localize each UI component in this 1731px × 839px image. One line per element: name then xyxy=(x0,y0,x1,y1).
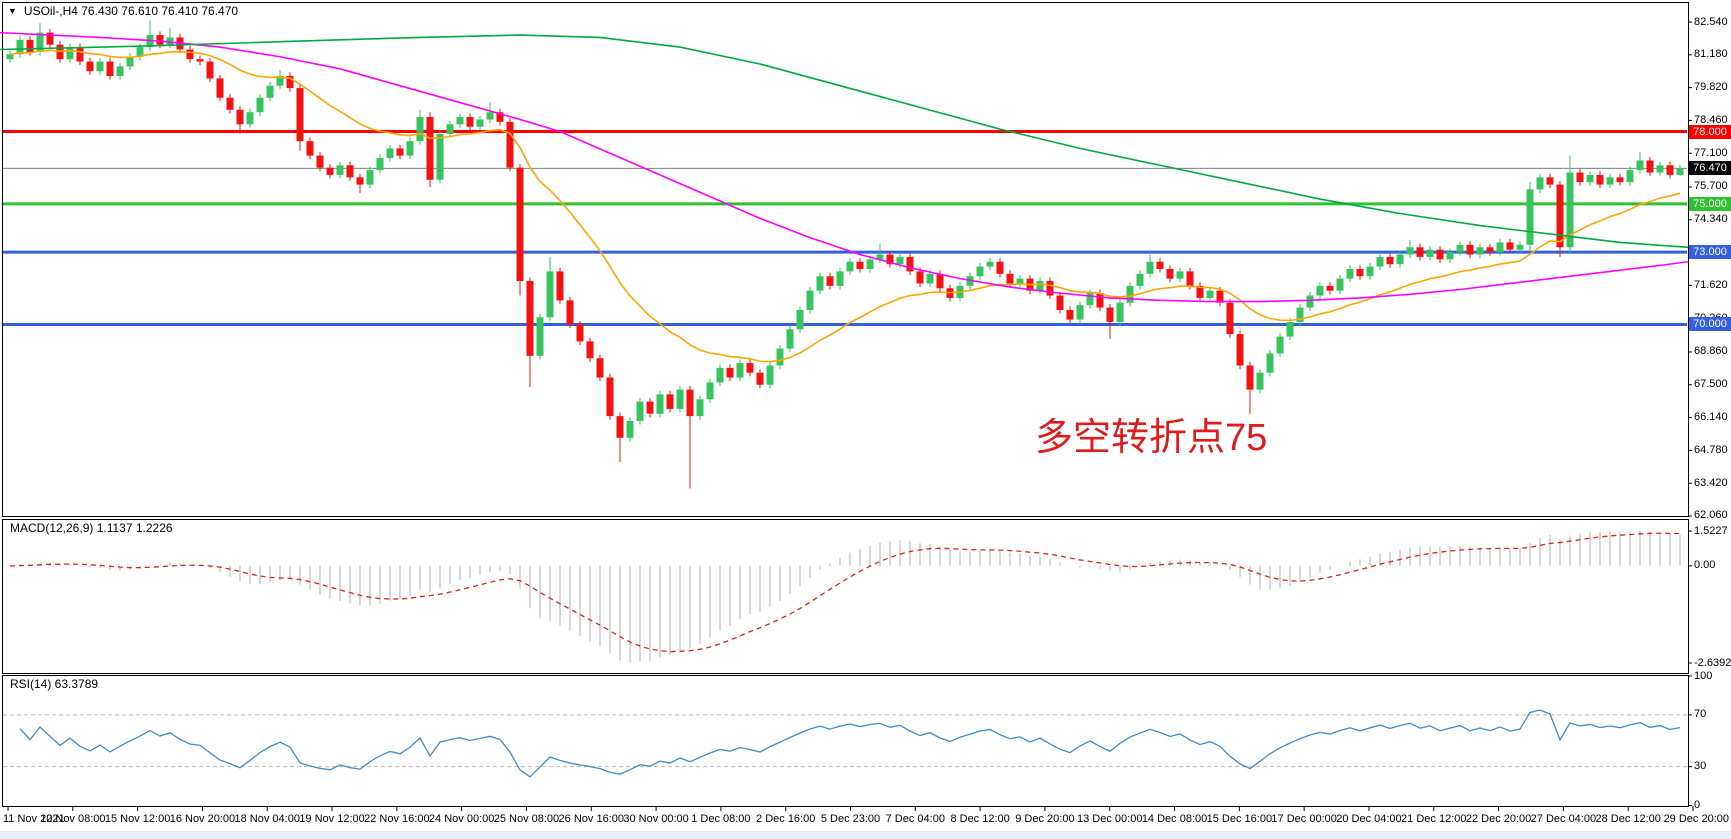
price-badge: 76.470 xyxy=(1689,161,1731,176)
time-axis-label: 15 Dec 16:00 xyxy=(1206,813,1273,825)
time-axis-label: 19 Nov 12:00 xyxy=(299,813,365,825)
price-axis-label: 82.540 xyxy=(1694,15,1728,28)
time-axis-label: 22 Nov 16:00 xyxy=(364,813,430,825)
time-axis-label: 27 Dec 04:00 xyxy=(1530,813,1597,825)
time-axis-label: 14 Dec 08:00 xyxy=(1141,813,1208,825)
time-axis-label: 22 Dec 20:00 xyxy=(1465,813,1532,825)
price-axis-label: 75.700 xyxy=(1694,180,1728,193)
time-axis-label: 15 Nov 12:00 xyxy=(104,813,171,825)
price-axis-label: 78.460 xyxy=(1694,113,1728,126)
time-axis-label: 16 Nov 20:00 xyxy=(169,813,236,825)
price-axis-label: 64.780 xyxy=(1694,443,1728,456)
time-axis-label: 2 Dec 16:00 xyxy=(756,813,816,825)
time-axis-label: 12 Nov 08:00 xyxy=(40,813,106,825)
time-axis-label: 5 Dec 23:00 xyxy=(820,813,881,825)
main-chart-panel[interactable] xyxy=(2,2,1688,516)
time-axis-label: 28 Dec 12:00 xyxy=(1595,813,1661,825)
time-axis-label: 9 Dec 20:00 xyxy=(1015,813,1075,825)
time-axis-label: 13 Dec 00:00 xyxy=(1077,813,1143,825)
price-axis-label: 62.060 xyxy=(1694,509,1728,522)
time-axis-label: 17 Dec 00:00 xyxy=(1271,813,1337,825)
price-axis-label: 77.100 xyxy=(1694,146,1728,159)
price-badge: 70.000 xyxy=(1689,317,1731,332)
price-axis-label: 74.340 xyxy=(1694,213,1728,226)
price-axis-label: 81.180 xyxy=(1694,48,1728,61)
price-badge: 75.000 xyxy=(1689,196,1731,211)
macd-axis-label: 1.5227 xyxy=(1694,524,1728,537)
price-axis-label: 63.420 xyxy=(1694,476,1728,489)
symbol-title: USOil-,H4 76.430 76.610 76.410 76.470 xyxy=(23,4,239,18)
time-axis-label: 1 Dec 08:00 xyxy=(691,813,751,825)
time-axis-label: 7 Dec 04:00 xyxy=(885,813,945,825)
rsi-axis-label: 30 xyxy=(1694,760,1707,773)
rsi-axis-label: 70 xyxy=(1694,708,1707,721)
time-axis-label: 8 Dec 12:00 xyxy=(950,813,1010,825)
macd-panel[interactable] xyxy=(2,519,1688,673)
price-axis-label: 79.820 xyxy=(1694,81,1728,94)
macd-indicator-label: MACD(12,26,9) 1.1137 1.2226 xyxy=(10,521,173,535)
price-axis-label: 68.860 xyxy=(1694,345,1728,358)
time-axis-label: 29 Dec 20:00 xyxy=(1663,813,1729,825)
annotation-text: 多空转折点75 xyxy=(1035,417,1268,459)
time-axis-label: 26 Nov 16:00 xyxy=(558,813,624,825)
time-axis-label: 20 Dec 04:00 xyxy=(1336,813,1402,825)
price-axis-label: 67.500 xyxy=(1694,378,1728,391)
time-axis-label: 21 Dec 12:00 xyxy=(1401,813,1467,825)
time-axis-label: 11 Nov 2021 xyxy=(3,813,65,825)
macd-axis-label: 0.00 xyxy=(1694,559,1716,572)
macd-axis-label: -2.6392 xyxy=(1694,656,1731,669)
time-axis-label: 25 Nov 08:00 xyxy=(493,813,560,825)
rsi-panel[interactable] xyxy=(2,675,1688,806)
rsi-axis-label: 0 xyxy=(1694,799,1701,811)
rsi-axis-label: 100 xyxy=(1694,669,1713,682)
price-badge: 73.000 xyxy=(1689,245,1731,260)
time-axis-label: 18 Nov 04:00 xyxy=(234,813,300,825)
time-axis-label: 24 Nov 00:00 xyxy=(428,813,495,825)
bottom-scroll-strip[interactable] xyxy=(0,831,1731,839)
price-axis-label: 66.140 xyxy=(1694,411,1728,424)
price-badge: 78.000 xyxy=(1689,124,1731,139)
rsi-indicator-label: RSI(14) 63.3789 xyxy=(10,677,99,691)
symbol-dropdown-icon[interactable]: ▼ xyxy=(8,5,17,16)
time-axis-label: 30 Nov 00:00 xyxy=(623,813,689,825)
price-axis-label: 71.620 xyxy=(1694,278,1728,291)
chart-header: ▼ USOil-,H4 76.430 76.610 76.410 76.470 xyxy=(8,4,238,18)
